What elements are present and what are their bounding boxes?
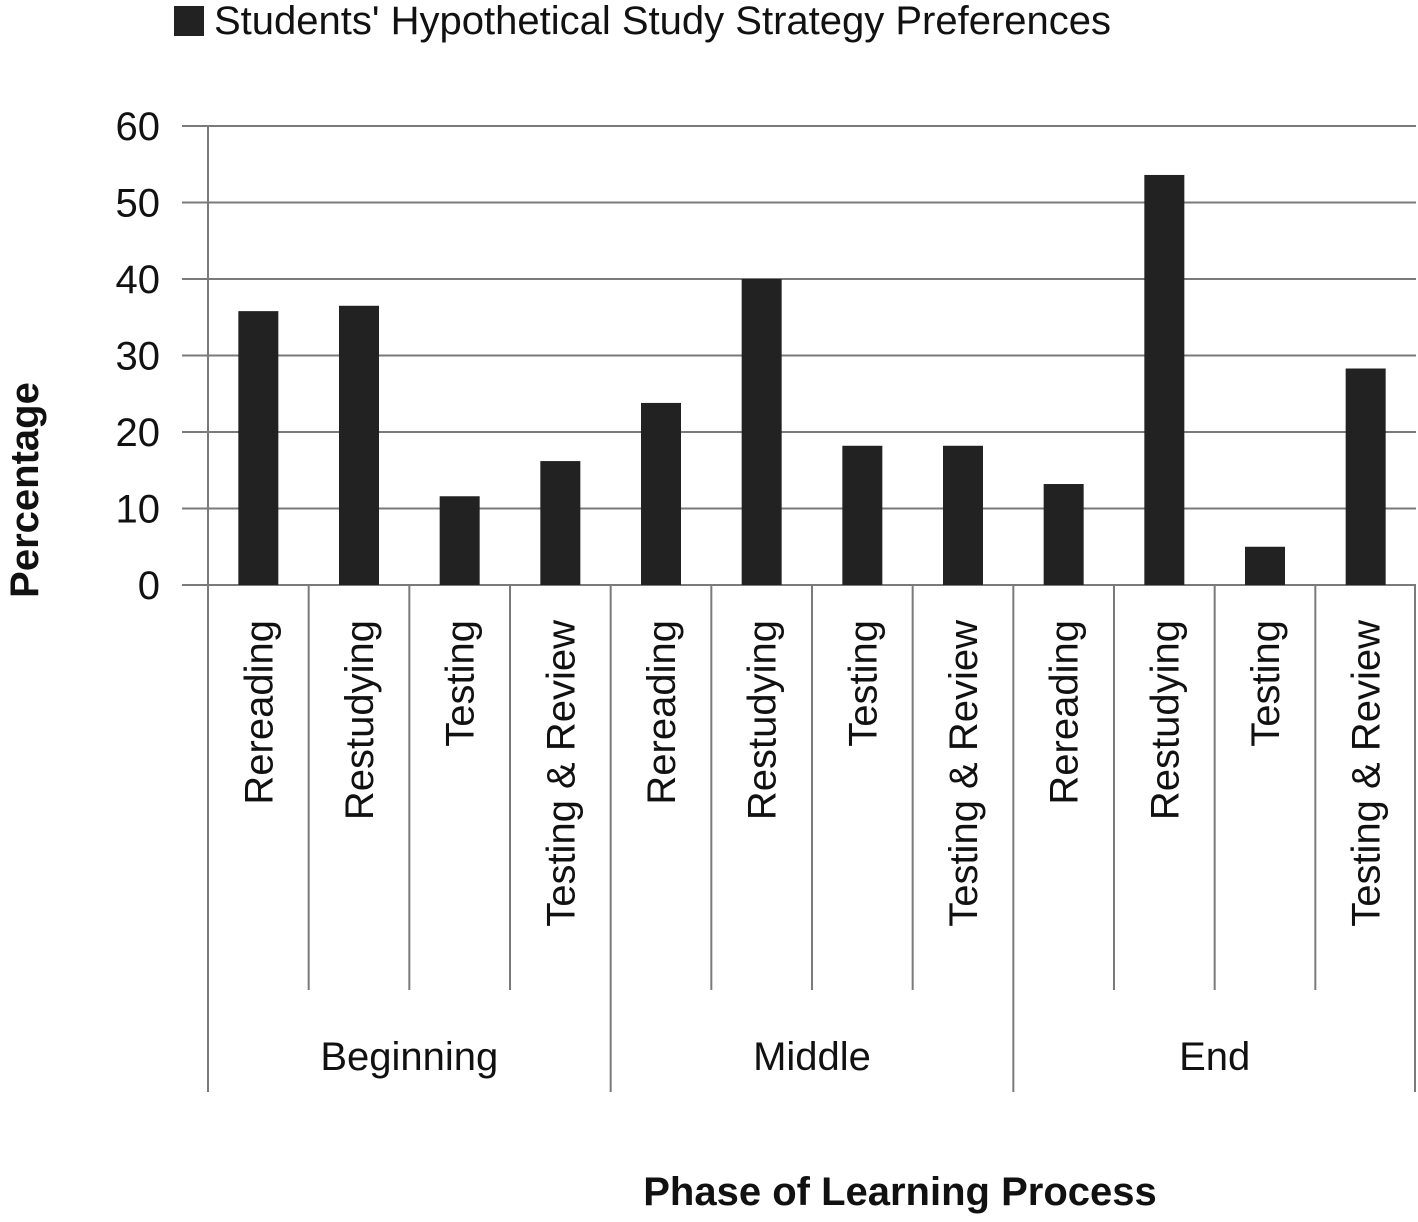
x-axis-title: Phase of Learning Process <box>643 1170 1157 1214</box>
bar <box>238 311 279 585</box>
bar <box>741 279 782 585</box>
category-label: Testing <box>841 620 885 747</box>
category-label: Testing & Review <box>942 620 986 927</box>
category-label: Rereading <box>1043 620 1087 805</box>
category-label: Rereading <box>640 620 684 805</box>
bar <box>1043 484 1084 585</box>
group-label: Beginning <box>320 1035 498 1079</box>
bar <box>339 305 379 585</box>
y-tick-label: 30 <box>116 335 161 379</box>
bar <box>842 445 883 585</box>
y-tick-label: 10 <box>116 488 161 532</box>
group-label: End <box>1179 1035 1250 1079</box>
legend-swatch <box>174 6 204 36</box>
group-labels: Beginning Middle End <box>320 1035 1250 1079</box>
bar <box>540 461 581 585</box>
bar <box>1245 546 1285 585</box>
category-label: Rereading <box>237 620 281 805</box>
y-tick-label: 20 <box>116 411 161 455</box>
bar <box>641 402 681 585</box>
bars <box>238 174 1386 585</box>
category-label: Testing & Review <box>1345 620 1389 927</box>
category-label: Testing & Review <box>539 620 583 927</box>
group-label: Middle <box>753 1035 871 1079</box>
y-tick-label: 50 <box>116 182 161 226</box>
y-axis-title: Percentage <box>3 382 47 598</box>
gridlines <box>182 125 1416 586</box>
bar <box>1144 174 1185 585</box>
legend: Students' Hypothetical Study Strategy Pr… <box>174 0 1111 43</box>
axes <box>207 126 1416 1092</box>
y-tick-label: 40 <box>116 258 161 302</box>
bar <box>1345 368 1386 585</box>
y-tick-labels: 0 10 20 30 40 50 60 <box>116 105 161 608</box>
category-labels: Rereading Restudying Testing Testing & Revi… <box>237 620 1388 927</box>
category-label: Restudying <box>741 620 785 820</box>
category-label: Testing <box>1244 620 1288 747</box>
bar <box>439 496 480 585</box>
bar <box>943 445 983 585</box>
legend-label: Students' Hypothetical Study Strategy Pr… <box>214 0 1111 43</box>
category-label: Restudying <box>338 620 382 820</box>
category-label: Restudying <box>1143 620 1187 820</box>
y-tick-label: 60 <box>116 105 161 149</box>
y-tick-label: 0 <box>138 564 160 608</box>
category-label: Testing <box>439 620 483 747</box>
